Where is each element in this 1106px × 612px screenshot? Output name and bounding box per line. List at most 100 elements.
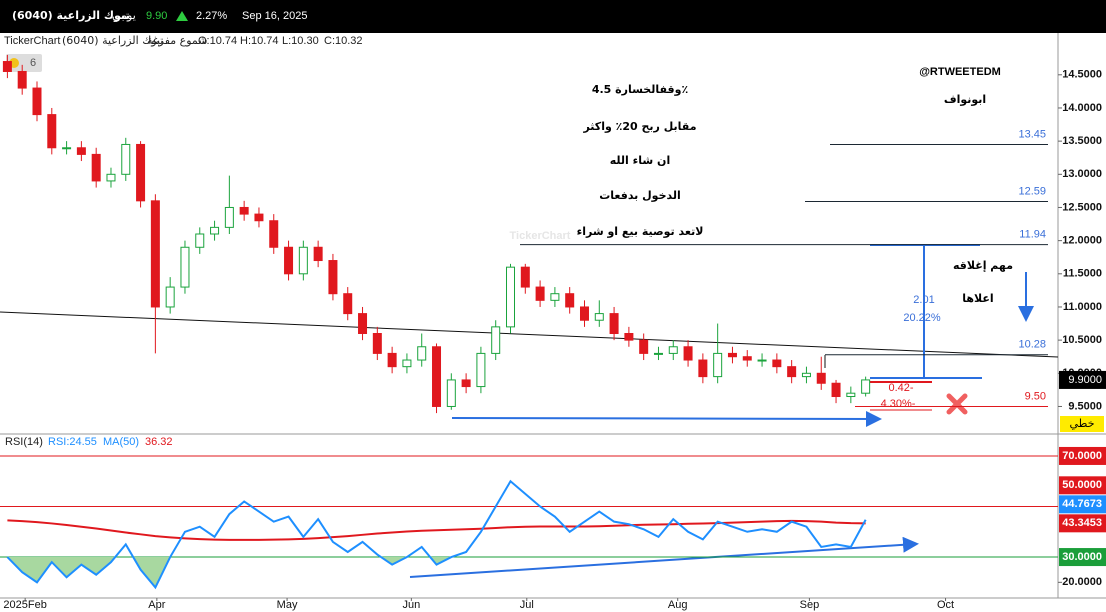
price-tag <box>1059 370 1106 389</box>
candle-body <box>91 153 101 182</box>
gain-abs: 2.01 <box>913 294 934 306</box>
candle-body <box>550 293 560 301</box>
y-tick-label: 70.0000 <box>1062 450 1102 462</box>
info-symbol: تبوك الزراعية (6040) <box>62 34 163 47</box>
tag-box <box>1059 446 1106 465</box>
ma-value: 36.32 <box>145 436 173 448</box>
candle-body <box>727 352 737 358</box>
candle-body <box>861 379 871 394</box>
candle-body <box>195 233 205 248</box>
last-price: 9.90 <box>146 10 167 22</box>
x-tick-label: May <box>277 599 298 611</box>
candle-body <box>165 286 175 308</box>
level-label: 12.59 <box>1018 185 1046 197</box>
level-label: 13.45 <box>1018 128 1046 140</box>
candle-body <box>150 200 160 308</box>
up-icon <box>176 11 188 21</box>
y-tick-label: 13.5000 <box>1062 135 1102 147</box>
author: ابونواف <box>944 93 986 106</box>
candle-body <box>609 313 619 335</box>
date: Sep 16, 2025 <box>242 10 307 22</box>
candle-body <box>816 372 826 384</box>
interval[interactable]: يومي <box>112 9 136 22</box>
level-label: 9.50 <box>1025 390 1046 402</box>
candle-body <box>668 346 678 354</box>
candle-body <box>653 352 663 355</box>
candle-body <box>328 260 338 295</box>
x-tick-label: Sep <box>800 599 820 611</box>
alert-count: 6 <box>30 57 36 69</box>
series-line <box>6 479 867 590</box>
candle-body <box>772 359 782 368</box>
candle-body <box>372 333 382 354</box>
level-label: 10.28 <box>1018 339 1046 351</box>
candle-body <box>106 173 116 182</box>
y-tick-label: 10.5000 <box>1062 334 1102 346</box>
y-tick-label: 20.0000 <box>1062 576 1102 588</box>
candle-body <box>742 356 752 361</box>
candle-body <box>801 372 811 378</box>
tag-box <box>1059 514 1106 533</box>
loss-pct: 4.30%- <box>881 398 916 410</box>
candle-body <box>313 246 323 262</box>
candle-body <box>461 379 471 388</box>
candle-body <box>136 143 146 202</box>
chart-style: شموع مفرغة <box>147 34 208 47</box>
candle-body <box>121 143 131 175</box>
scale-mode-button[interactable] <box>1060 416 1104 432</box>
candle-body <box>698 359 708 378</box>
disclaimer: لاتعد توصية بيع او شراء <box>577 225 704 238</box>
y-tick-label: 30.0000 <box>1062 551 1102 563</box>
entry-note: الدخول بدفعات <box>599 189 681 202</box>
candle-body <box>831 382 841 398</box>
y-tick-label: 9.5000 <box>1068 400 1102 412</box>
loss-abs: 0.42- <box>888 382 913 394</box>
target-note: مقابل ربح 20٪ واكثر <box>582 120 696 133</box>
high: H:10.74 <box>240 35 279 47</box>
cross-icon <box>946 393 968 415</box>
watermark: TickerChart <box>510 230 571 242</box>
candle-body <box>284 246 294 275</box>
open: O:10.74 <box>198 35 237 47</box>
stop-note: وقفالخسارة 4.5٪ <box>592 83 688 96</box>
trend-line <box>0 311 1059 358</box>
tag-box <box>1059 548 1106 567</box>
x-tick-label: Jul <box>520 599 534 611</box>
above-note: اعلاها <box>962 292 993 305</box>
x-tick-label: Jun <box>402 599 420 611</box>
gain-pct: 20.22% <box>903 312 941 324</box>
candle-body <box>387 352 397 368</box>
rsi-legend: RSI:24.55 <box>48 436 97 448</box>
last-value-tag: 44.7673 <box>1062 498 1102 510</box>
candle-body <box>787 366 797 378</box>
candle-body <box>757 359 767 362</box>
candle-body <box>2 61 12 72</box>
close-note: مهم إغلاقه <box>953 259 1013 272</box>
ma-legend: MA(50) <box>103 436 139 448</box>
candle-body <box>269 220 279 248</box>
candle-body <box>47 114 57 149</box>
candle-body <box>535 286 545 301</box>
y-tick-label: 12.5000 <box>1062 201 1102 213</box>
tag-box <box>1059 476 1106 495</box>
candle-body <box>62 147 72 150</box>
candle-body <box>579 306 589 321</box>
candle-body <box>713 352 723 378</box>
y-tick-label: 13.0000 <box>1062 168 1102 180</box>
level-label: 11.94 <box>1019 229 1046 241</box>
x-tick-label: 2025Feb <box>3 599 46 611</box>
scale-mode: خطي <box>1070 417 1095 430</box>
candle-body <box>446 379 456 407</box>
y-tick-label: 14.0000 <box>1062 102 1102 114</box>
y-tick-label: 12.0000 <box>1062 235 1102 247</box>
y-tick-label: 50.0000 <box>1062 479 1102 491</box>
candle-body <box>594 313 604 321</box>
candle-body <box>298 246 308 275</box>
change: 2.27% <box>196 10 227 22</box>
rsi-trend-arrow <box>409 536 919 578</box>
candle-body <box>180 246 190 288</box>
candle-body <box>402 359 412 368</box>
candle-body <box>432 346 442 407</box>
candle-body <box>76 147 86 155</box>
y-tick-label: 11.5000 <box>1063 268 1102 280</box>
